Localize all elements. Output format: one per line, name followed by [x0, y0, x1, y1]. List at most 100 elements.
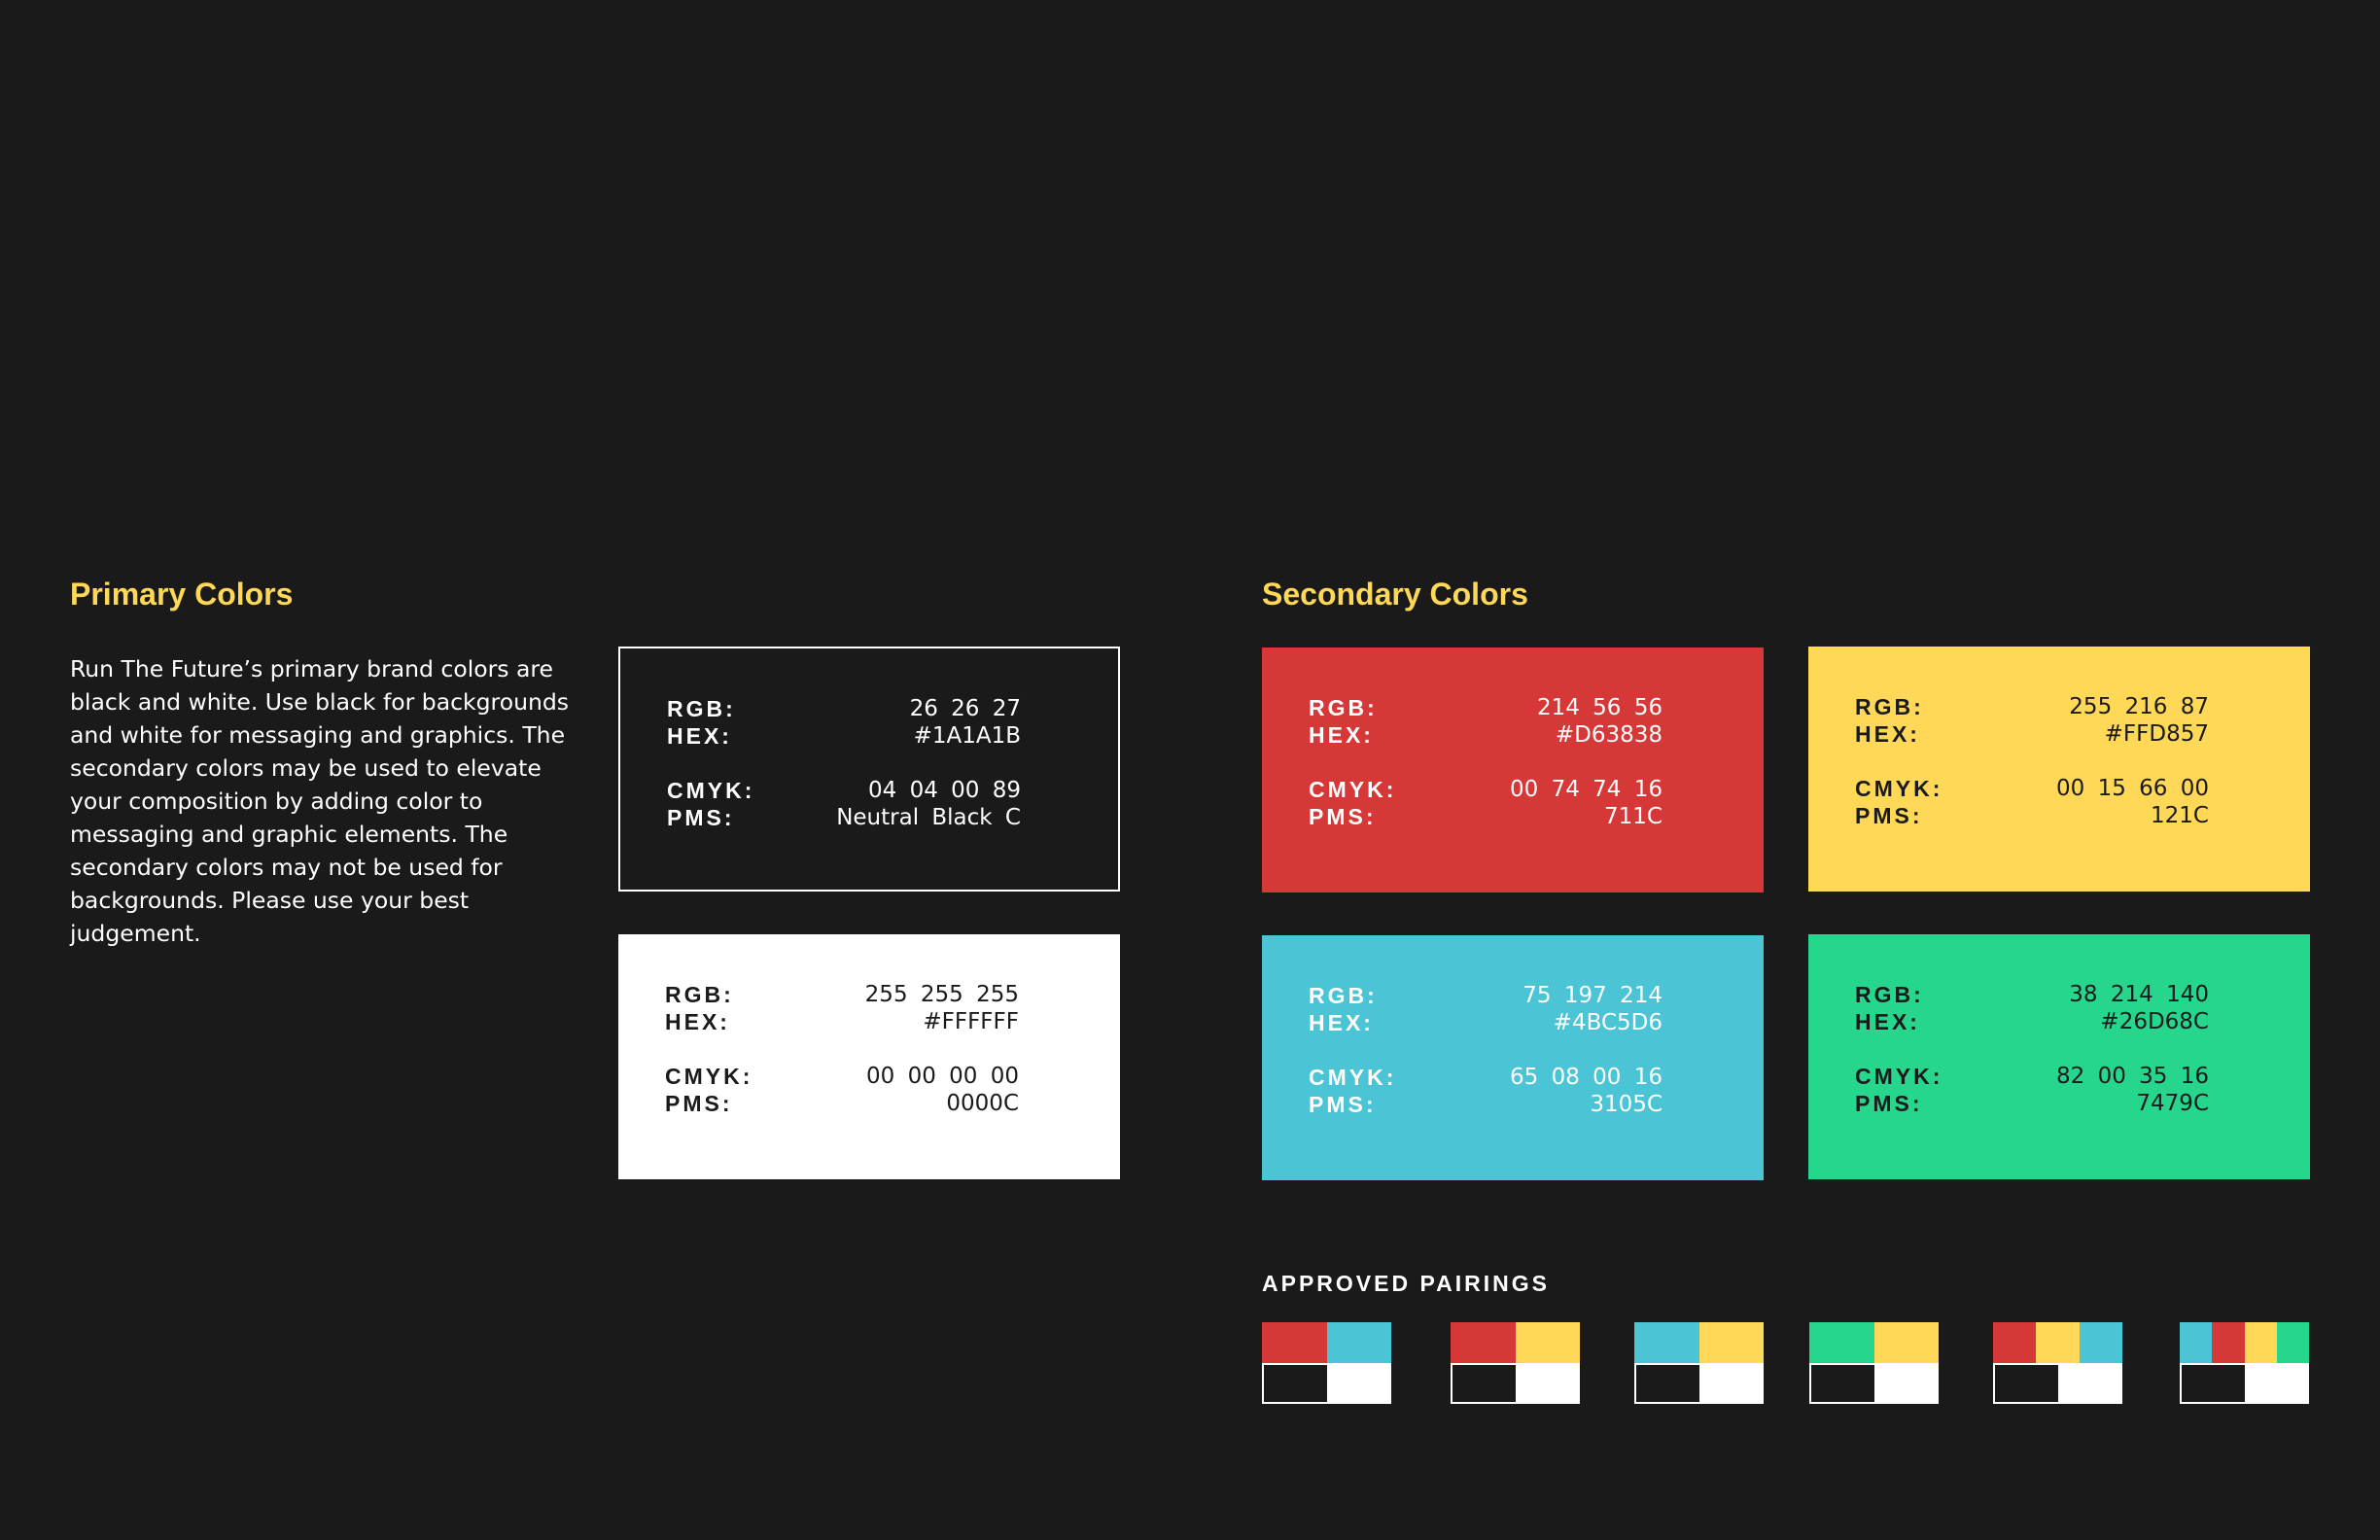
pairing-base-colors	[2180, 1363, 2309, 1404]
rgb-value: 26 26 27	[909, 696, 1021, 721]
rgb-value: 75 197 214	[1522, 983, 1662, 1008]
pairing-white-block	[1700, 1363, 1764, 1404]
pairing-black-block	[1809, 1363, 1876, 1404]
hex-label: HEX:	[1309, 1009, 1374, 1035]
pms-label: PMS:	[1309, 803, 1377, 829]
cmyk-label: CMYK:	[1309, 776, 1397, 802]
pairing-color-block	[1873, 1322, 1939, 1363]
cmyk-label: CMYK:	[1309, 1064, 1397, 1090]
pairing-accent-colors	[1993, 1322, 2122, 1363]
pms-value: 3105C	[1590, 1092, 1662, 1117]
hex-label: HEX:	[1855, 1008, 1920, 1034]
hex-value: #FFD857	[2104, 721, 2209, 747]
cmyk-value: 00 74 74 16	[1510, 777, 1662, 802]
hex-value: #D63838	[1555, 722, 1662, 748]
pms-label: PMS:	[1855, 802, 1923, 828]
pairing-swatch	[1451, 1322, 1580, 1404]
pms-value: Neutral Black C	[836, 805, 1021, 830]
pms-value: 711C	[1604, 804, 1662, 829]
pairing-base-colors	[1993, 1363, 2122, 1404]
hex-value: #26D68C	[2100, 1009, 2209, 1034]
rgb-label: RGB:	[1309, 694, 1378, 720]
pairing-accent-colors	[1809, 1322, 1939, 1363]
pairing-color-block	[1262, 1322, 1327, 1363]
pairing-accent-colors	[2180, 1322, 2309, 1363]
cmyk-label: CMYK:	[1855, 1063, 1943, 1089]
cmyk-value: 82 00 35 16	[2056, 1064, 2209, 1089]
pairing-swatch	[1262, 1322, 1391, 1404]
pairing-base-colors	[1262, 1363, 1391, 1404]
cmyk-label: CMYK:	[667, 777, 755, 803]
rgb-value: 214 56 56	[1536, 695, 1662, 720]
pms-label: PMS:	[1309, 1091, 1377, 1117]
pairing-color-block	[2079, 1322, 2122, 1363]
hex-label: HEX:	[667, 722, 732, 749]
pairing-white-block	[1517, 1363, 1580, 1404]
pairing-color-block	[1634, 1322, 1699, 1363]
pairing-color-block	[1451, 1322, 1516, 1363]
pairing-swatch	[1634, 1322, 1764, 1404]
swatch-black: RGB: 26 26 27 HEX: #1A1A1B CMYK: 04 04 00 8…	[618, 647, 1120, 892]
pairing-accent-colors	[1634, 1322, 1764, 1363]
pairing-white-block	[1328, 1363, 1391, 1404]
pms-value: 0000C	[946, 1091, 1019, 1116]
swatch-green: RGB: 38 214 140 HEX: #26D68C CMYK: 82 00 35…	[1808, 934, 2310, 1179]
pairing-color-block	[2244, 1322, 2277, 1363]
pairing-black-block	[1993, 1363, 2060, 1404]
cmyk-value: 65 08 00 16	[1510, 1065, 1662, 1090]
pairing-black-block	[1451, 1363, 1518, 1404]
primary-colors-description: Run The Future’s primary brand colors ar…	[70, 655, 570, 947]
pairing-base-colors	[1634, 1363, 1764, 1404]
pairing-black-block	[1634, 1363, 1701, 1404]
hex-label: HEX:	[1309, 721, 1374, 748]
cmyk-value: 00 15 66 00	[2056, 776, 2209, 801]
rgb-label: RGB:	[665, 981, 734, 1007]
swatch-red: RGB: 214 56 56 HEX: #D63838 CMYK: 00 74 74 …	[1262, 648, 1764, 892]
pairing-color-block	[1326, 1322, 1391, 1363]
pairing-color-block	[2276, 1322, 2309, 1363]
pairing-base-colors	[1809, 1363, 1939, 1404]
hex-value: #1A1A1B	[913, 723, 1021, 749]
pairing-color-block	[2180, 1322, 2213, 1363]
rgb-label: RGB:	[1855, 981, 1924, 1007]
pms-value: 7479C	[2136, 1091, 2209, 1116]
rgb-label: RGB:	[1309, 982, 1378, 1008]
cmyk-value: 00 00 00 00	[866, 1064, 1019, 1089]
rgb-value: 255 216 87	[2069, 694, 2209, 719]
cmyk-label: CMYK:	[665, 1063, 753, 1089]
rgb-value: 38 214 140	[2069, 982, 2209, 1007]
pairing-swatch	[1993, 1322, 2122, 1404]
pairing-color-block	[2036, 1322, 2080, 1363]
pairing-white-block	[2246, 1363, 2309, 1404]
pairing-black-block	[1262, 1363, 1329, 1404]
swatch-yellow: RGB: 255 216 87 HEX: #FFD857 CMYK: 00 15 66…	[1808, 647, 2310, 892]
pairing-swatch	[2180, 1322, 2309, 1404]
cmyk-value: 04 04 00 89	[868, 778, 1021, 803]
hex-label: HEX:	[1855, 720, 1920, 747]
pairing-swatch	[1809, 1322, 1939, 1404]
pms-label: PMS:	[667, 804, 735, 830]
pairing-color-block	[1698, 1322, 1764, 1363]
pairing-color-block	[1809, 1322, 1874, 1363]
hex-label: HEX:	[665, 1008, 730, 1034]
rgb-label: RGB:	[1855, 693, 1924, 719]
pms-label: PMS:	[665, 1090, 733, 1116]
hex-value: #4BC5D6	[1553, 1010, 1662, 1035]
pairing-accent-colors	[1262, 1322, 1391, 1363]
pairing-white-block	[1875, 1363, 1939, 1404]
pairing-color-block	[1515, 1322, 1580, 1363]
hex-value: #FFFFFF	[923, 1009, 1019, 1034]
pairing-black-block	[2180, 1363, 2247, 1404]
pairing-accent-colors	[1451, 1322, 1580, 1363]
pairing-white-block	[2059, 1363, 2122, 1404]
secondary-colors-heading: Secondary Colors	[1262, 577, 1528, 612]
pairing-color-block	[2212, 1322, 2245, 1363]
swatch-white: RGB: 255 255 255 HEX: #FFFFFF CMYK: 00 00 0…	[618, 934, 1120, 1179]
pms-value: 121C	[2151, 803, 2209, 828]
swatch-blue: RGB: 75 197 214 HEX: #4BC5D6 CMYK: 65 08 00…	[1262, 935, 1764, 1180]
pairing-color-block	[1993, 1322, 2037, 1363]
pairing-base-colors	[1451, 1363, 1580, 1404]
primary-colors-heading: Primary Colors	[70, 577, 294, 612]
pms-label: PMS:	[1855, 1090, 1923, 1116]
rgb-label: RGB:	[667, 695, 736, 721]
